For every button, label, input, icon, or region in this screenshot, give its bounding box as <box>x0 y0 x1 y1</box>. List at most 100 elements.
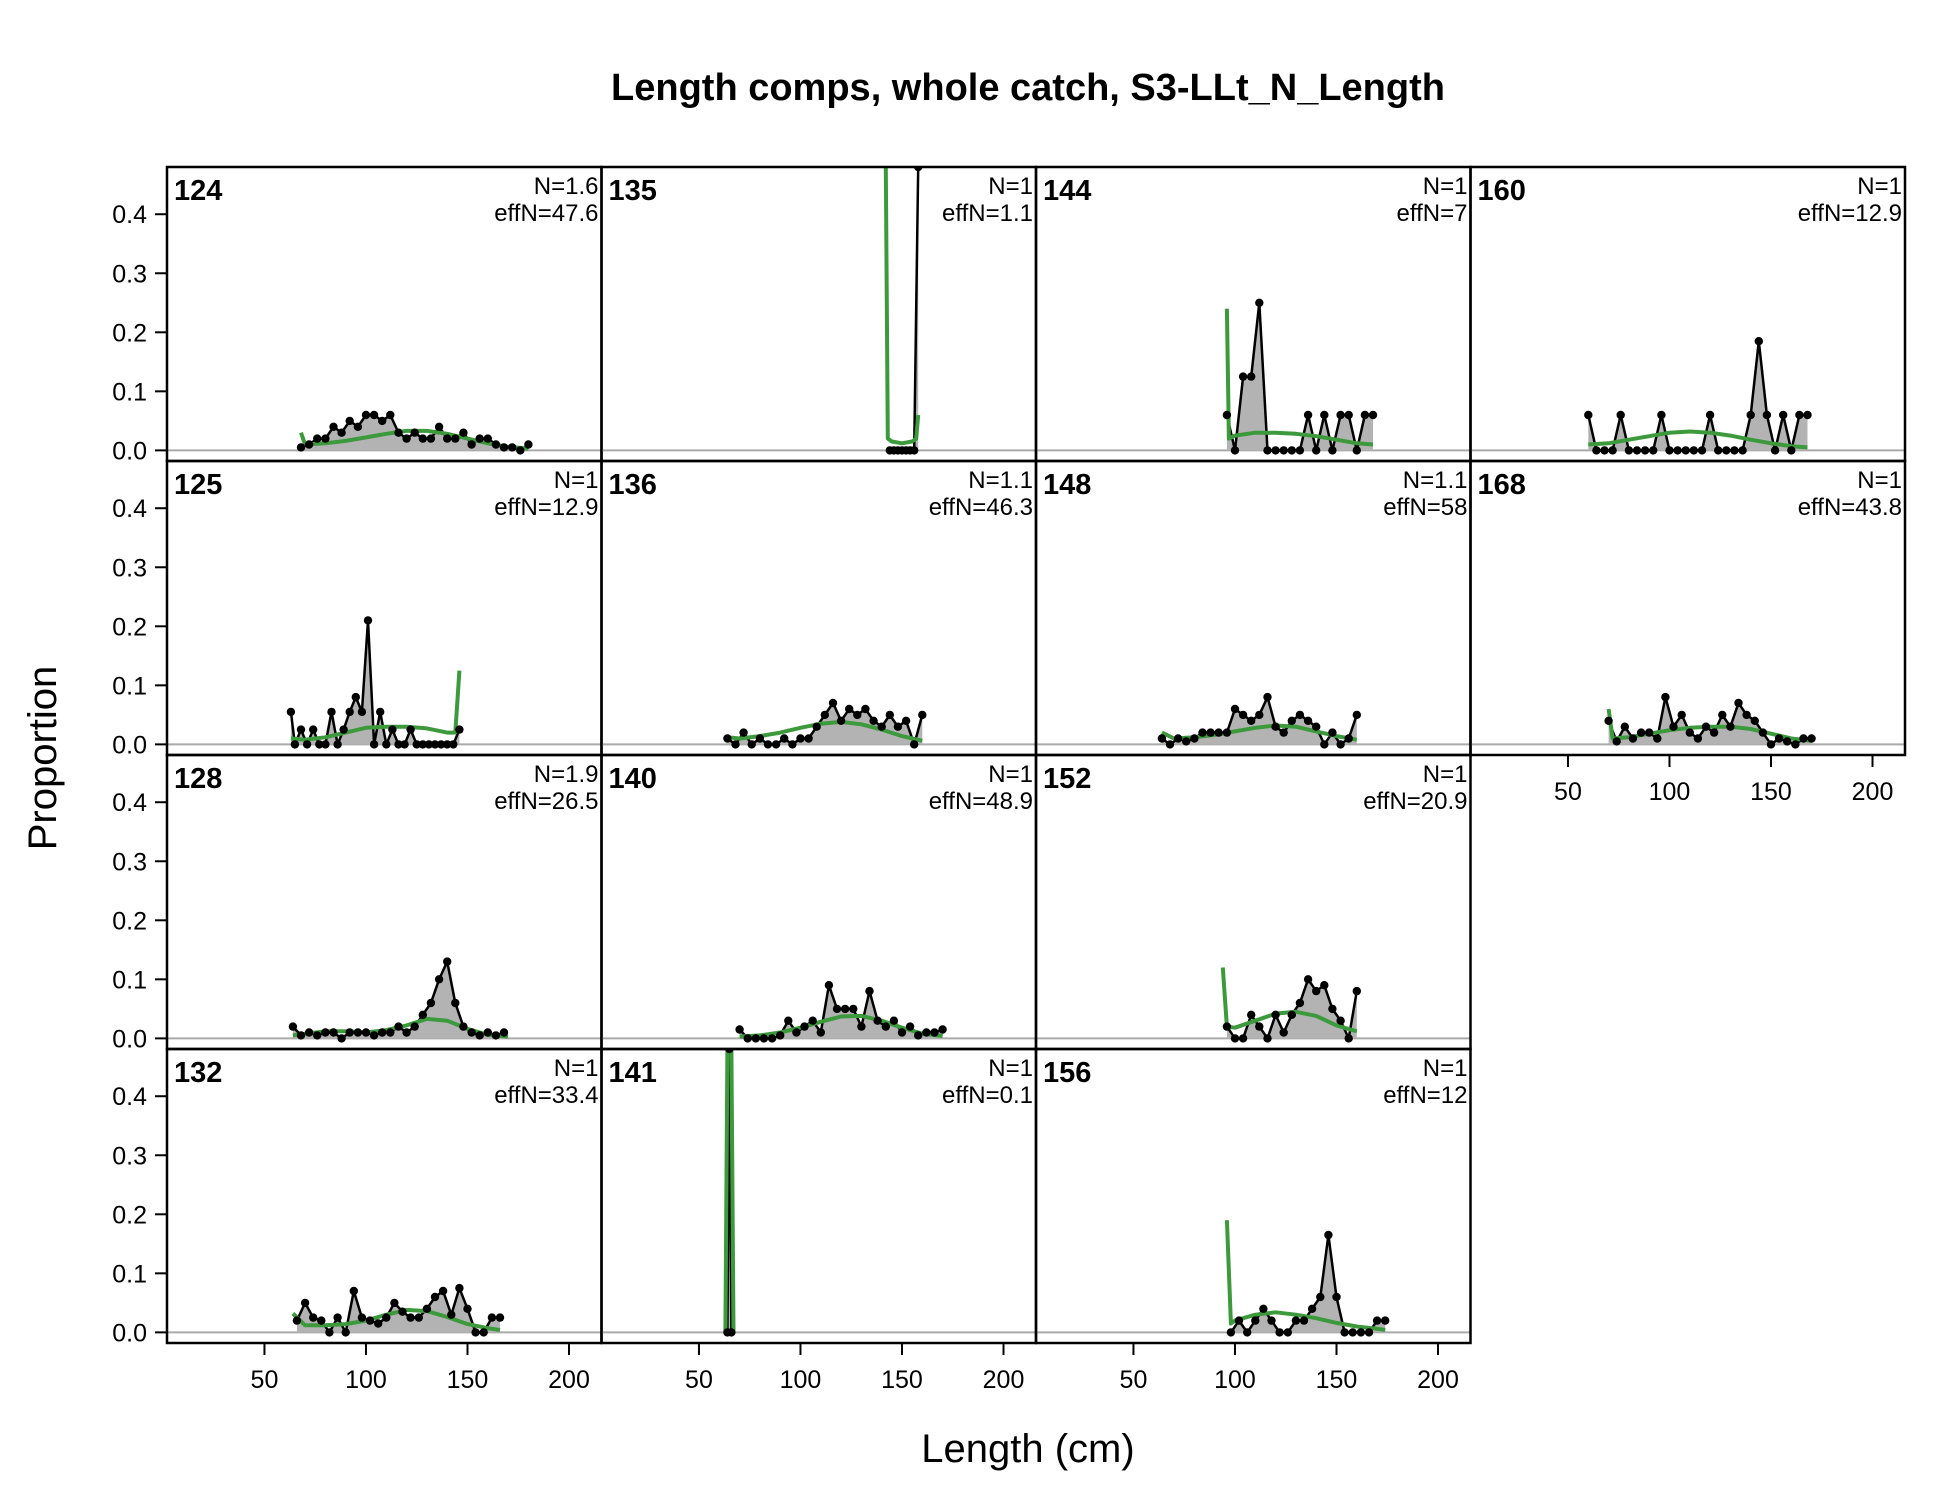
observed-point <box>327 707 336 717</box>
observed-point <box>792 1028 801 1037</box>
observed-point <box>386 410 395 420</box>
observed-point <box>345 1028 354 1037</box>
observed-point <box>914 1031 923 1040</box>
observed-point <box>1198 728 1207 737</box>
observed-point <box>808 1016 817 1025</box>
panel-plot-area <box>601 1049 1036 1337</box>
observed-point <box>1271 1010 1280 1019</box>
y-tick-label: 0.1 <box>112 966 147 994</box>
panel-effn-label: effN=58 <box>1383 494 1467 521</box>
observed-point <box>1344 1034 1353 1043</box>
x-axis-title: Length (cm) <box>921 1427 1134 1471</box>
observed-point <box>455 725 464 734</box>
observed-point <box>780 734 789 743</box>
observed-point <box>1685 728 1695 737</box>
panel-effn-label: effN=43.8 <box>1798 494 1902 521</box>
observed-point <box>938 1025 947 1034</box>
observed-point <box>313 1031 322 1040</box>
chart-title: Length comps, whole catch, S3-LLt_N_Leng… <box>611 67 1445 109</box>
observed-point <box>1705 410 1715 420</box>
panel-effn-label: effN=12.9 <box>494 494 598 521</box>
observed-point <box>857 1022 866 1031</box>
observed-point <box>394 428 403 437</box>
observed-point <box>1344 410 1353 420</box>
panel-id-label: 160 <box>1478 175 1526 207</box>
observed-point <box>1165 740 1175 749</box>
observed-point <box>1182 737 1191 746</box>
y-tick-label: 0.4 <box>112 789 147 817</box>
observed-point <box>349 1286 358 1296</box>
observed-point <box>747 740 756 749</box>
observed-point <box>414 1313 423 1322</box>
observed-fill <box>1226 302 1373 451</box>
observed-point <box>499 1028 509 1037</box>
observed-point <box>840 1004 850 1014</box>
observed-point <box>1255 298 1264 307</box>
y-tick-label: 0.3 <box>112 848 147 876</box>
observed-point <box>296 443 306 452</box>
observed-point <box>1665 446 1674 455</box>
observed-point <box>363 616 373 625</box>
observed-point <box>1608 446 1617 455</box>
observed-point <box>369 1031 379 1040</box>
observed-point <box>321 434 330 443</box>
observed-point <box>361 410 371 420</box>
observed-point <box>304 1028 314 1037</box>
x-tick-label: 150 <box>1316 1366 1358 1394</box>
observed-point <box>922 1028 931 1037</box>
observed-point <box>905 1022 915 1031</box>
panel-id-label: 135 <box>609 175 657 207</box>
observed-point <box>317 1316 326 1325</box>
panel-n-label: N=1 <box>988 173 1033 200</box>
observed-point <box>341 1328 350 1337</box>
observed-point <box>1279 728 1288 737</box>
expected-line <box>727 719 923 743</box>
y-tick-label: 0.2 <box>112 907 147 935</box>
observed-point <box>865 986 874 996</box>
observed-point <box>1348 1328 1357 1337</box>
observed-point <box>1279 446 1288 455</box>
observed-point <box>292 1316 302 1325</box>
observed-point <box>727 1328 736 1337</box>
observed-point <box>382 1313 391 1322</box>
observed-point <box>788 740 797 749</box>
observed-point <box>1807 734 1816 743</box>
observed-point <box>804 734 813 743</box>
panel-id-label: 128 <box>174 763 222 795</box>
observed-point <box>1295 710 1305 720</box>
observed-point <box>885 710 894 720</box>
observed-point <box>337 1034 346 1043</box>
observed-point <box>1336 410 1345 420</box>
expected-line <box>1224 1220 1386 1332</box>
observed-point <box>424 740 434 749</box>
panel-plot-area <box>601 698 1036 749</box>
panel-effn-label: effN=46.3 <box>929 494 1033 521</box>
observed-point <box>296 725 306 734</box>
observed-point <box>1247 1010 1256 1019</box>
observed-point <box>1714 446 1723 455</box>
observed-point <box>471 1328 480 1337</box>
observed-point <box>378 1028 387 1037</box>
observed-point <box>369 410 379 420</box>
observed-point <box>436 740 446 749</box>
observed-point <box>1649 446 1658 455</box>
observed-point <box>1303 410 1313 420</box>
observed-point <box>816 1028 825 1037</box>
observed-point <box>1632 446 1642 455</box>
y-tick-label: 0.1 <box>112 672 147 700</box>
panel-id-label: 132 <box>174 1057 222 1089</box>
observed-point <box>1604 716 1613 725</box>
panel-effn-label: effN=47.6 <box>494 200 598 227</box>
observed-point <box>1320 410 1329 420</box>
observed-point <box>1336 1016 1345 1025</box>
observed-point <box>889 1016 899 1025</box>
x-tick-label: 100 <box>345 1366 387 1394</box>
observed-point <box>376 707 385 717</box>
observed-point <box>849 1004 858 1014</box>
observed-point <box>426 998 436 1008</box>
expected-line <box>723 1049 736 1333</box>
observed-point <box>1263 446 1272 455</box>
